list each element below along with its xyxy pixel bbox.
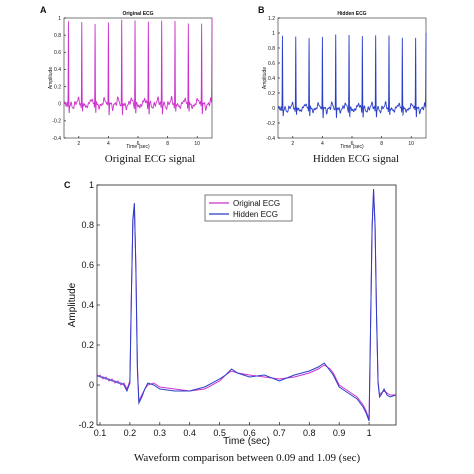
caption-original-ecg-signal: Original ECG signal — [104, 153, 196, 165]
panel-a-x-tick-label: 2 — [77, 141, 80, 147]
panel-a-y-tick-label: 1 — [58, 16, 61, 22]
panel-c-x-tick-label: 0.9 — [333, 428, 346, 438]
panel-b-y-tick-label: -0.4 — [266, 136, 275, 142]
panel-c-x-tick-label: 0.3 — [154, 428, 167, 438]
panel-c-x-tick-label: 0.8 — [303, 428, 316, 438]
panel-a-x-tick-label: 4 — [107, 141, 110, 147]
panel-b-y-tick-label: 0.4 — [268, 76, 275, 82]
panel-a-y-tick-label: -0.2 — [52, 119, 61, 125]
panel-b-y-tick-label: -0.2 — [266, 121, 275, 127]
panel-a-y-tick-label: 0.2 — [54, 84, 61, 90]
panel-b-y-tick-label: 1.2 — [268, 16, 275, 22]
panel-b-x-tick-label: 10 — [408, 141, 414, 147]
panel-a-chart-title: Original ECG — [122, 11, 153, 17]
panel-c-x-tick-label: 0.7 — [273, 428, 286, 438]
panel-b-y-tick-label: 0 — [272, 106, 275, 112]
panel-c-x-tick-label: 0.4 — [183, 428, 196, 438]
panel-a-y-tick-label: 0.4 — [54, 67, 61, 73]
panel-c-legend-label: Hidden ECG — [233, 210, 278, 219]
panel-label-a: A — [40, 5, 47, 15]
panel-c-legend-box — [204, 194, 293, 222]
panel-b-x-tick-label: 4 — [321, 141, 324, 147]
panel-c-y-tick-label: 0.2 — [81, 340, 94, 350]
panel-b-plot-frame — [277, 17, 427, 139]
panel-c-x-axis-label: Time (sec) — [223, 436, 270, 447]
panel-b-chart-title: Hidden ECG — [337, 11, 366, 17]
panel-c-x-tick-label: 0.5 — [213, 428, 226, 438]
panel-a-x-tick-label: 6 — [137, 141, 140, 147]
panel-c-y-tick-label: -0.2 — [78, 420, 94, 430]
panel-a-y-axis-label: Amplitude — [48, 67, 54, 89]
panel-c-y-axis-label: Amplitude — [67, 282, 78, 327]
panel-a-x-axis-label: Time (sec) — [126, 144, 150, 150]
panel-b-x-tick-label: 2 — [291, 141, 294, 147]
panel-a-y-tick-label: 0.8 — [54, 33, 61, 39]
panel-a-x-tick-label: 8 — [166, 141, 169, 147]
panel-c-y-tick-label: 0.4 — [81, 300, 94, 310]
panel-c-x-tick-label: 0.2 — [124, 428, 137, 438]
panel-b-y-tick-label: 0.6 — [268, 61, 275, 67]
panel-b-y-tick-label: 1 — [272, 31, 275, 37]
panel-label-b: B — [258, 5, 265, 15]
panel-b-y-tick-label: 0.8 — [268, 46, 275, 52]
panel-c-series-line-hidden-ecg — [96, 188, 397, 422]
caption-hidden-ecg-signal: Hidden ECG signal — [312, 153, 400, 165]
panel-c-y-tick-label: 0.8 — [81, 220, 94, 230]
panel-c-y-tick-label: 0.6 — [81, 260, 94, 270]
panel-c-series-line-original-ecg — [96, 190, 396, 420]
panel-c-legend-label: Original ECG — [233, 199, 280, 208]
caption-waveform-comparison: Waveform comparison between 0.09 and 1.0… — [133, 452, 361, 464]
panel-c-x-tick-label: 1 — [367, 428, 372, 438]
panel-b-x-tick-label: 6 — [351, 141, 354, 147]
panel-b-y-axis-label: Amplitude — [262, 67, 268, 89]
panel-a-y-tick-label: 0.6 — [54, 50, 61, 56]
panel-label-c: C — [64, 180, 71, 190]
panel-c-y-tick-label: 1 — [89, 180, 94, 190]
panel-a-ecg-series-line — [63, 17, 213, 116]
panel-b-y-tick-label: 0.2 — [268, 91, 275, 97]
panel-a-y-tick-label: 0 — [58, 101, 61, 107]
panel-c-y-tick-label: 0 — [89, 380, 94, 390]
panel-b-x-tick-label: 8 — [380, 141, 383, 147]
panel-b-x-axis-label: Time (sec) — [340, 144, 364, 150]
panel-c-x-tick-label: 0.6 — [243, 428, 256, 438]
panel-a-y-tick-label: -0.4 — [52, 136, 61, 142]
panel-c-x-tick-label: 0.1 — [94, 428, 107, 438]
panel-a-plot-frame — [63, 17, 213, 139]
panel-a-x-tick-label: 10 — [194, 141, 200, 147]
panel-b-ecg-series-line — [277, 32, 427, 119]
